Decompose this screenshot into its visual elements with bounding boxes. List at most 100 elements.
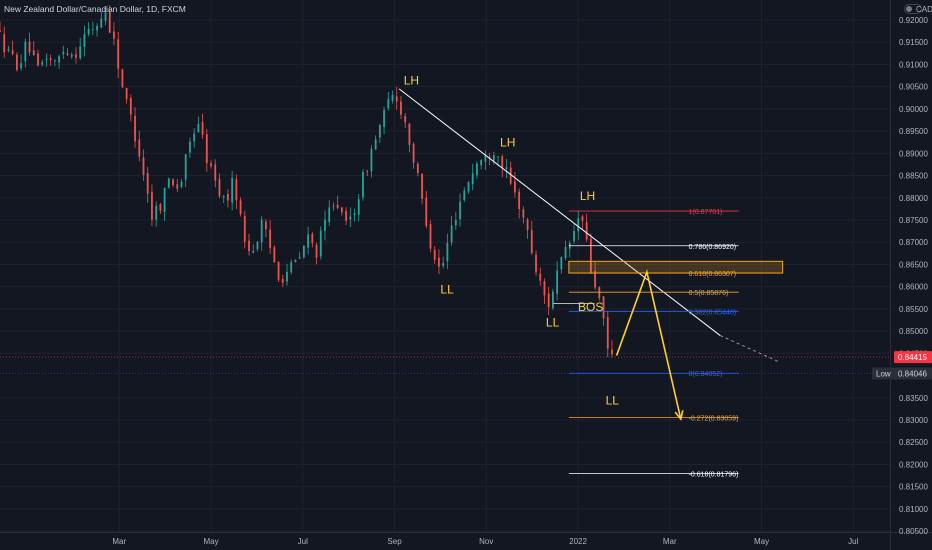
trendline-extension [720, 335, 781, 363]
candle-body [260, 219, 263, 243]
candle-body [125, 88, 128, 100]
candle-body [75, 54, 77, 58]
candle-body [463, 190, 466, 201]
candle-body [155, 205, 158, 220]
candle-body [184, 154, 187, 180]
symbol-title[interactable]: New Zealand Dollar/Canadian Dollar, 1D, … [4, 4, 186, 14]
structure-label-ll: LL [440, 282, 454, 296]
y-tick-label: 0.92000 [899, 16, 928, 25]
candle-body [134, 115, 136, 142]
currency-toggle-icon[interactable] [904, 4, 922, 14]
candle-body [433, 249, 436, 260]
candle-body [560, 257, 563, 270]
candle-body [547, 293, 550, 308]
candle-body [556, 270, 559, 294]
candle-body [539, 273, 542, 281]
candle-body [281, 278, 284, 283]
candle-body [129, 97, 132, 115]
candle-body [552, 291, 554, 309]
fib-level-label: 0.5(0.85876) [689, 290, 729, 297]
candle-body [104, 12, 107, 21]
candle-body [606, 317, 609, 349]
x-tick-label: May [754, 537, 769, 546]
candle-body [518, 191, 521, 210]
candle-body [49, 58, 52, 60]
x-tick-label: Jul [298, 537, 308, 546]
descending-trendline[interactable] [398, 88, 721, 336]
candle-body [492, 154, 495, 161]
y-tick-label: 0.87000 [899, 238, 928, 247]
fib-level-label: 0.618(0.86307) [689, 271, 736, 278]
y-tick-label: 0.90500 [899, 83, 928, 92]
candle-body [391, 94, 394, 101]
candle-body [58, 56, 60, 63]
candle-body [231, 178, 234, 203]
candle-body [340, 207, 343, 213]
fib-level-label: 0(0.84052) [689, 371, 723, 378]
y-tick-label: 0.89500 [899, 127, 928, 136]
candle-body [66, 53, 69, 56]
candle-body [248, 240, 250, 252]
candle-body [497, 156, 499, 158]
candle-body [41, 62, 44, 65]
golden-zone-box[interactable] [568, 260, 784, 274]
currency-unit-label: CAD [916, 5, 932, 14]
candle-body [243, 215, 246, 242]
fib-level-label: 0.786(0.86920) [689, 244, 736, 251]
projection-arrow[interactable] [615, 269, 682, 420]
candle-body [214, 164, 217, 181]
y-tick-label: 0.81500 [899, 483, 928, 492]
candle-body [526, 219, 529, 230]
candle-body [345, 211, 347, 221]
candle-body [535, 254, 537, 273]
candle-body [315, 244, 318, 258]
candle-body [0, 30, 1, 32]
candle-body [273, 247, 276, 263]
candle-body [459, 201, 461, 220]
candle-body [378, 124, 381, 138]
candle-body [159, 204, 162, 211]
candle-body [163, 188, 166, 212]
candle-body [189, 141, 191, 153]
candle-body [387, 99, 390, 109]
low-price-badge [872, 367, 932, 380]
y-tick-label: 0.83000 [899, 416, 928, 425]
candle-body [100, 18, 103, 28]
candle-body [353, 213, 356, 215]
candle-body [32, 50, 35, 56]
candle-body [564, 246, 567, 259]
y-tick-label: 0.88000 [899, 194, 928, 203]
y-tick-label: 0.85500 [899, 305, 928, 314]
fib-level-label: 1(0.87701) [689, 209, 723, 216]
candle-body [421, 173, 423, 199]
y-tick-label: 0.82500 [899, 438, 928, 447]
y-tick-label: 0.82000 [899, 460, 928, 469]
candle-body [269, 229, 272, 248]
candle-body [370, 148, 373, 172]
y-tick-label: 0.86500 [899, 260, 928, 269]
candle-body [522, 209, 525, 218]
candle-body [581, 216, 584, 221]
candle-body [454, 220, 457, 226]
candle-body [594, 270, 597, 288]
x-tick-label: 2022 [569, 537, 587, 546]
candle-body [480, 159, 483, 166]
candle-body [117, 39, 120, 69]
candle-body [450, 225, 453, 243]
candle-body [585, 222, 588, 240]
candle-body [239, 200, 242, 214]
candle-body [476, 163, 478, 176]
candle-body [530, 230, 533, 253]
candle-body [151, 191, 153, 220]
candle-body [416, 163, 419, 173]
candle-body [146, 173, 149, 194]
y-tick-label: 0.91000 [899, 60, 928, 69]
candle-body [362, 172, 364, 198]
candle-body [311, 233, 314, 244]
candle-body [514, 181, 516, 193]
candle-body [96, 26, 98, 31]
candle-body [408, 123, 411, 145]
structure-label-bos: BOS [578, 300, 603, 314]
candle-body [15, 54, 18, 70]
